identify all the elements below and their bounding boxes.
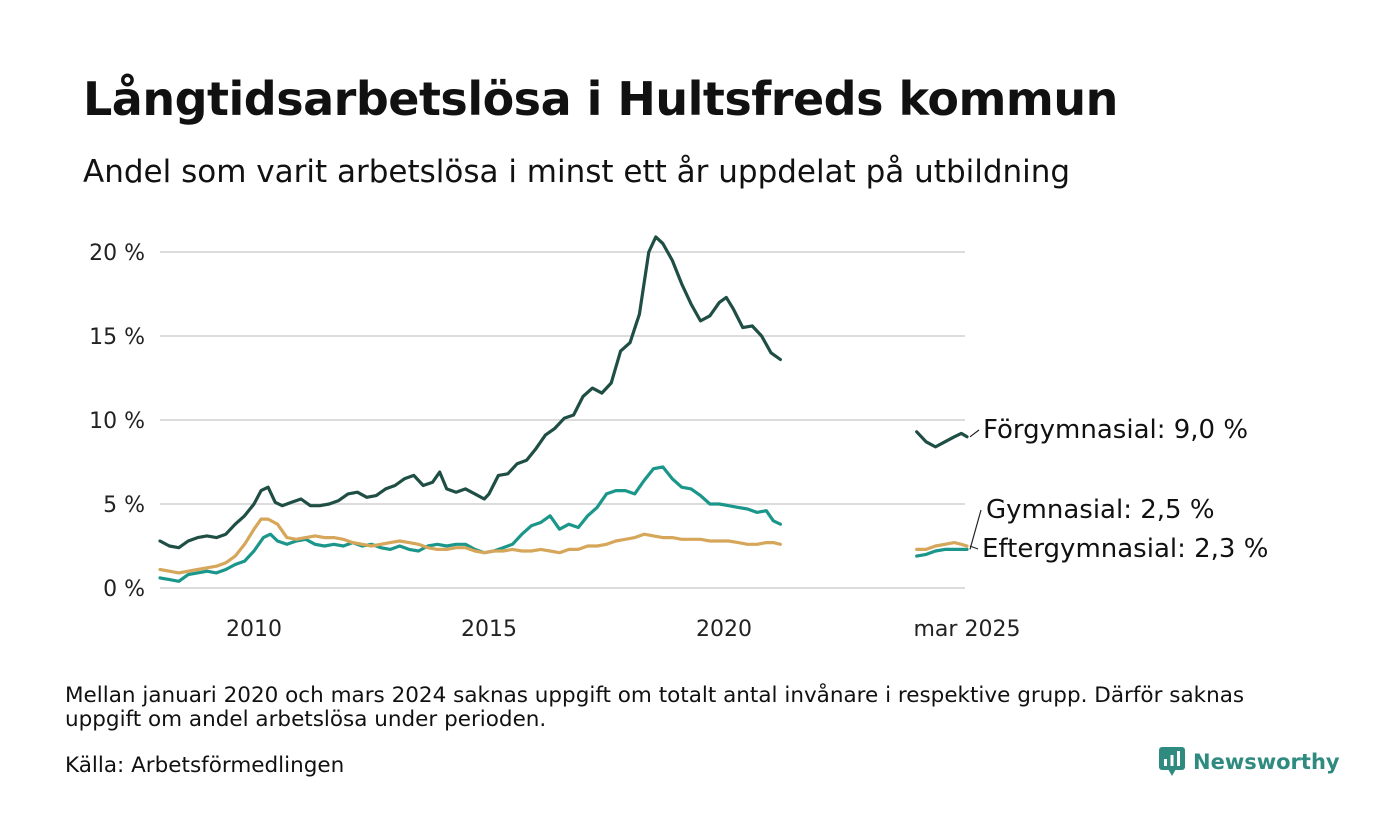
label-leader-line (969, 509, 982, 550)
series-line-gymnasial (158, 465, 782, 583)
label-leader-line (969, 429, 980, 438)
chart-subtitle: Andel som varit arbetslösa i minst ett å… (83, 154, 1071, 190)
series-label-eftergymnasial: Eftergymnasial: 2,3 % (982, 534, 1268, 564)
y-tick-label: 15 % (89, 325, 145, 350)
line-chart: Förgymnasial: 9,0 % Gymnasial: 2,5 % Efter… (89, 235, 1268, 642)
y-tick-label: 5 % (103, 493, 145, 518)
chart-title: Långtidsarbetslösa i Hultsfreds kommun (83, 72, 1118, 126)
y-tick-label: 20 % (89, 241, 145, 266)
newsworthy-brand[interactable]: Newsworthy (1159, 747, 1340, 777)
brand-name: Newsworthy (1193, 750, 1340, 774)
y-tick-label: 10 % (89, 409, 145, 434)
x-tick-label: mar 2025 (914, 617, 1021, 642)
newsworthy-logo-icon (1159, 747, 1185, 776)
x-tick-label: 2020 (696, 617, 752, 642)
x-tick-label: 2010 (226, 617, 282, 642)
axis-labels: 0 % 5 % 10 % 15 % 20 % 2010 2015 2020 mar 2025 (89, 241, 1020, 642)
series-line-gymnasial (915, 547, 969, 558)
footnote: Mellan januari 2020 och mars 2024 saknas… (65, 683, 1245, 732)
series-lines (158, 235, 969, 583)
x-tick-label: 2015 (461, 617, 517, 642)
series-label-förgymnasial: Förgymnasial: 9,0 % (983, 415, 1248, 445)
series-line-förgymnasial (915, 430, 969, 449)
source-note: Källa: Arbetsförmedlingen (65, 753, 345, 778)
label-leader-line (969, 545, 979, 550)
series-label-gymnasial: Gymnasial: 2,5 % (986, 495, 1215, 525)
series-labels: Förgymnasial: 9,0 % Gymnasial: 2,5 % Efter… (969, 415, 1268, 564)
series-line-eftergymnasial (158, 517, 782, 575)
series-line-eftergymnasial (915, 541, 969, 551)
series-line-förgymnasial (158, 235, 782, 550)
y-tick-label: 0 % (103, 577, 145, 602)
